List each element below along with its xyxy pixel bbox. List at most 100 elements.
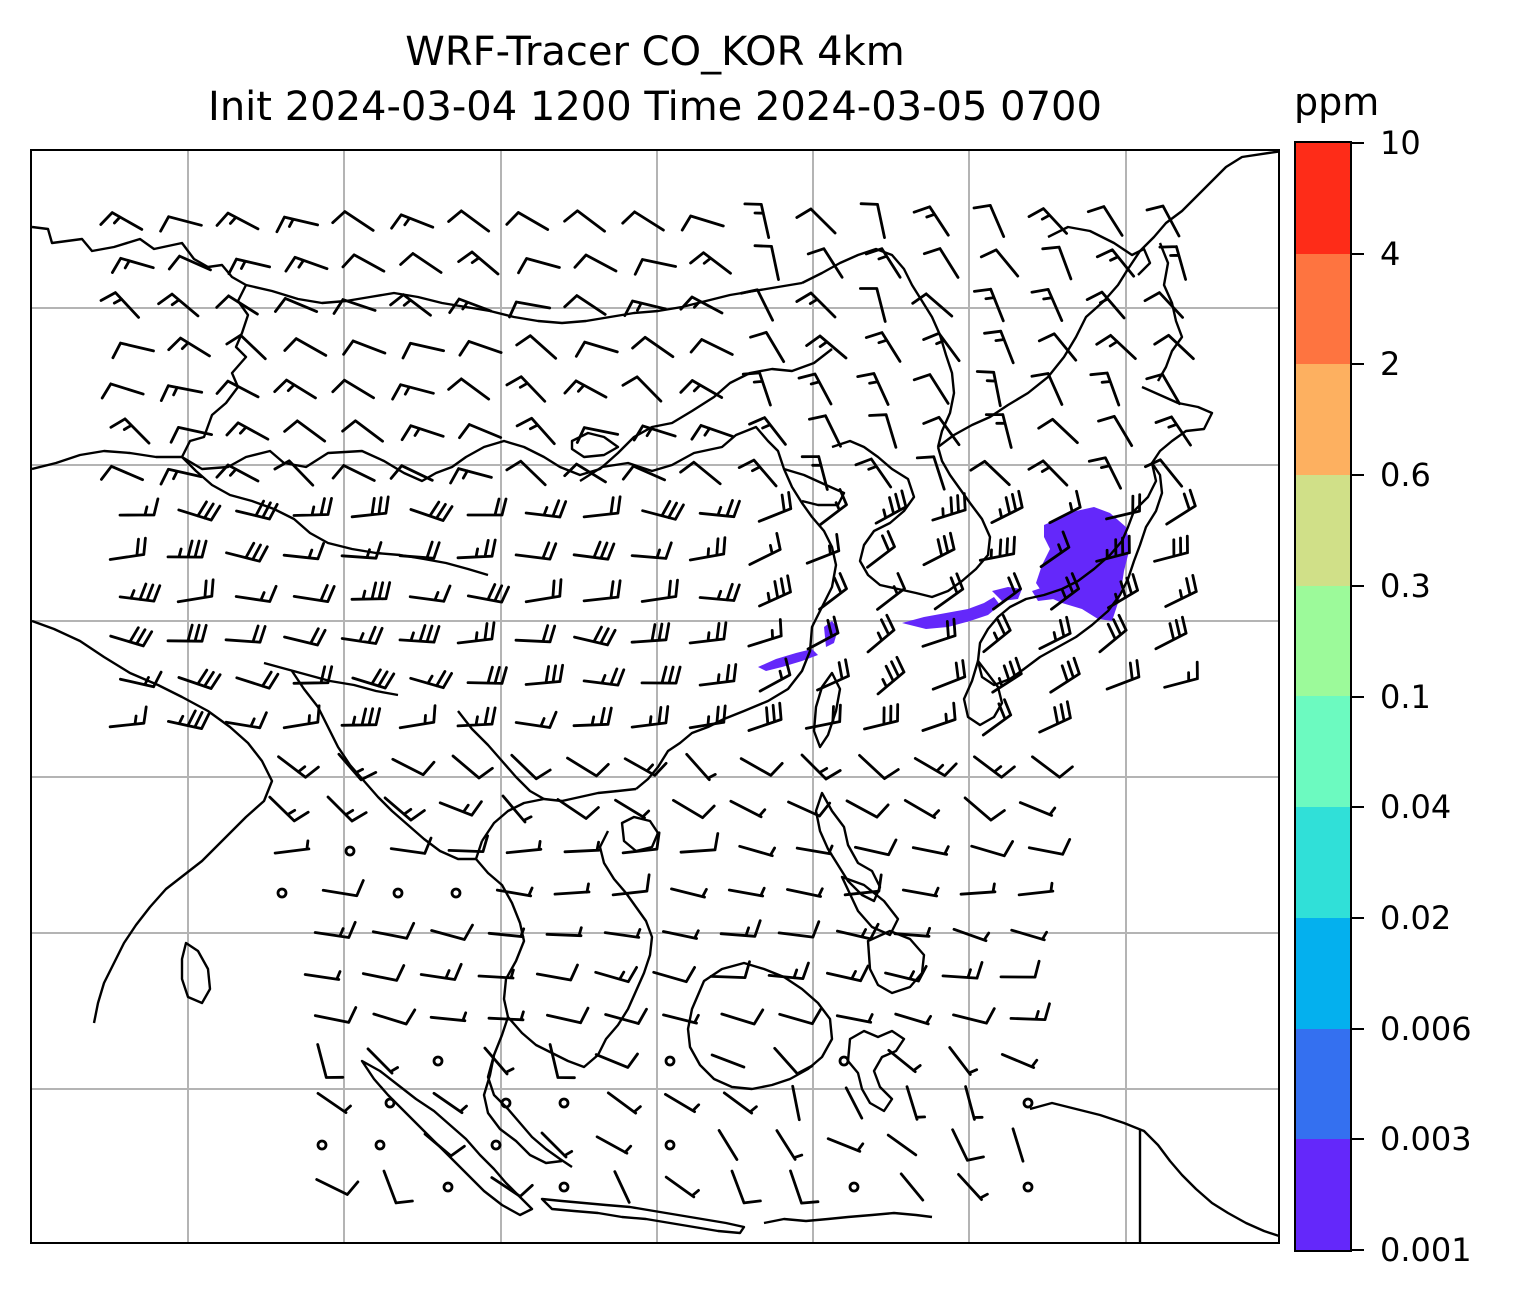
wind-barb: [524, 663, 564, 686]
wind-barb: [630, 705, 670, 729]
wind-barb: [458, 340, 503, 357]
wind-barb: [1050, 572, 1080, 611]
wind-barb: [720, 1008, 765, 1026]
colorbar-tick: [1352, 1138, 1364, 1141]
wind-barb: [548, 1043, 576, 1080]
wind-barb: [276, 887, 288, 899]
wind-barb: [558, 1097, 570, 1109]
wind-barb: [398, 624, 441, 644]
wind-barb: [621, 831, 661, 855]
wind-barb: [915, 455, 946, 491]
wind-barb: [340, 707, 382, 727]
wind-barb: [838, 1055, 850, 1067]
wind-barb: [913, 757, 958, 777]
wind-barb: [337, 752, 378, 782]
wind-barb: [800, 753, 842, 781]
wind-barb: [490, 1176, 534, 1198]
wind-barb: [283, 337, 328, 357]
wind-barb: [1086, 205, 1124, 237]
wind-barb: [582, 667, 626, 687]
wind-barb: [664, 1175, 700, 1199]
coastlines: [32, 151, 1278, 1242]
wind-barb: [99, 291, 140, 319]
coastline-hainan: [620, 815, 660, 853]
wind-barb: [546, 1006, 590, 1025]
coastline-russia-far-east: [937, 151, 1278, 448]
wind-barb: [901, 886, 940, 898]
wind-barb: [341, 419, 384, 443]
wind-barb: [268, 795, 310, 823]
wind-barb: [382, 1169, 414, 1205]
wind-barb: [912, 205, 950, 237]
wind-barb: [313, 1006, 358, 1024]
wind-barb: [438, 800, 483, 817]
coastline-korea: [831, 439, 992, 599]
coastline-gulf-of-thailand: [482, 1016, 563, 1165]
border-nepal-bhutan: [263, 661, 399, 697]
coastline-china-east: [579, 425, 838, 790]
wind-barb: [905, 1085, 926, 1121]
wind-barb: [1009, 1002, 1051, 1021]
wind-barb: [689, 251, 732, 275]
wind-barb: [1038, 700, 1072, 734]
wind-barb: [818, 572, 848, 611]
wind-barb: [685, 752, 717, 782]
colorbar-tick-label: 0.1: [1380, 677, 1431, 716]
wind-barb: [515, 334, 558, 360]
wind-barb: [274, 297, 319, 313]
colorbar-segment: [1296, 253, 1350, 365]
wind-barb: [553, 882, 591, 896]
wind-barb: [235, 499, 279, 521]
coastline-philippines-luzon: [814, 791, 882, 903]
wind-barb: [743, 202, 771, 239]
wind-barb: [758, 657, 792, 693]
coastline-asia-north: [32, 225, 833, 483]
wind-barb: [603, 928, 642, 939]
wind-barb: [786, 887, 824, 898]
wind-barb: [372, 1008, 417, 1026]
wind-barb: [1095, 334, 1137, 360]
wind-barb: [574, 340, 619, 358]
wind-barb: [621, 375, 663, 403]
wind-barb: [1165, 488, 1197, 526]
wind-barb: [806, 615, 840, 651]
wind-barb: [717, 1129, 739, 1161]
colorbar-tick-label: 0.02: [1380, 898, 1452, 937]
wind-barb: [806, 247, 844, 279]
wind-barb: [973, 287, 1005, 323]
wind-barb: [911, 845, 950, 856]
wind-barb: [805, 334, 848, 360]
wind-barb: [225, 541, 269, 563]
wind-barb: [572, 706, 613, 728]
wind-barb: [594, 1052, 639, 1069]
wind-barb: [886, 1133, 918, 1157]
wind-barb: [864, 331, 902, 363]
wind-barb: [818, 488, 848, 527]
wind-barb: [1085, 290, 1126, 320]
wind-barb: [514, 624, 557, 644]
wind-barb: [332, 298, 377, 315]
wind-barb: [854, 838, 898, 857]
wind-barb: [118, 497, 160, 517]
wind-barb: [284, 255, 329, 273]
wind-barb: [972, 204, 1006, 238]
wind-barb: [1017, 881, 1055, 897]
wind-barb: [466, 497, 508, 517]
wind-barb: [1048, 489, 1082, 525]
wind-barb: [858, 754, 900, 780]
wind-barb: [1049, 656, 1081, 694]
wind-barb: [563, 294, 607, 316]
wind-barb: [225, 421, 270, 441]
wind-barb: [887, 1048, 922, 1074]
wind-barb: [931, 492, 967, 522]
wind-barb: [1041, 245, 1073, 281]
wind-barb: [391, 383, 435, 401]
wind-barb: [517, 257, 561, 275]
wind-barb: [505, 459, 547, 487]
wind-barb: [456, 621, 496, 645]
wind-barb: [970, 840, 1014, 858]
wind-barb: [983, 329, 1015, 365]
colorbar-segment: [1296, 585, 1350, 697]
wind-barb: [991, 656, 1023, 694]
wind-barb: [679, 832, 720, 854]
